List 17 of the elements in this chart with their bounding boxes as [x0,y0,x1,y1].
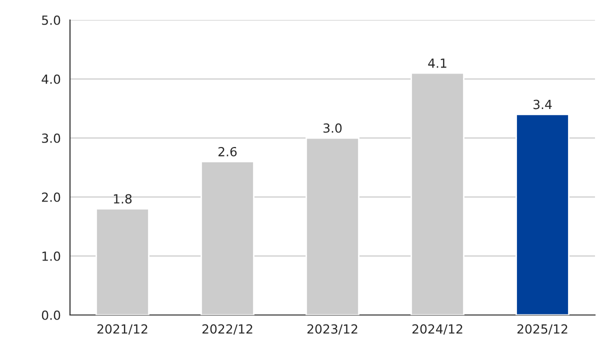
y-tick-label: 3.0 [42,133,60,143]
data-label: 3.0 [324,123,342,133]
y-tick-label: 5.0 [42,15,60,25]
y-tick-label: 2.0 [42,192,60,202]
data-label: 1.8 [114,194,132,204]
x-tick-label: 2025/12 [517,324,568,335]
bar [516,114,570,315]
data-label: 2.6 [218,146,237,156]
data-label: 3.4 [534,100,552,110]
x-tick-label: 2021/12 [97,324,148,335]
y-tick-label: 4.0 [42,74,60,84]
x-tick-label: 2024/12 [412,324,462,335]
data-label: 4.1 [428,58,446,68]
x-tick-label: 2023/12 [307,324,358,335]
x-tick-label: 2022/12 [202,324,252,335]
y-tick-label: 1.0 [42,251,60,261]
y-tick-label: 0.0 [42,310,60,320]
